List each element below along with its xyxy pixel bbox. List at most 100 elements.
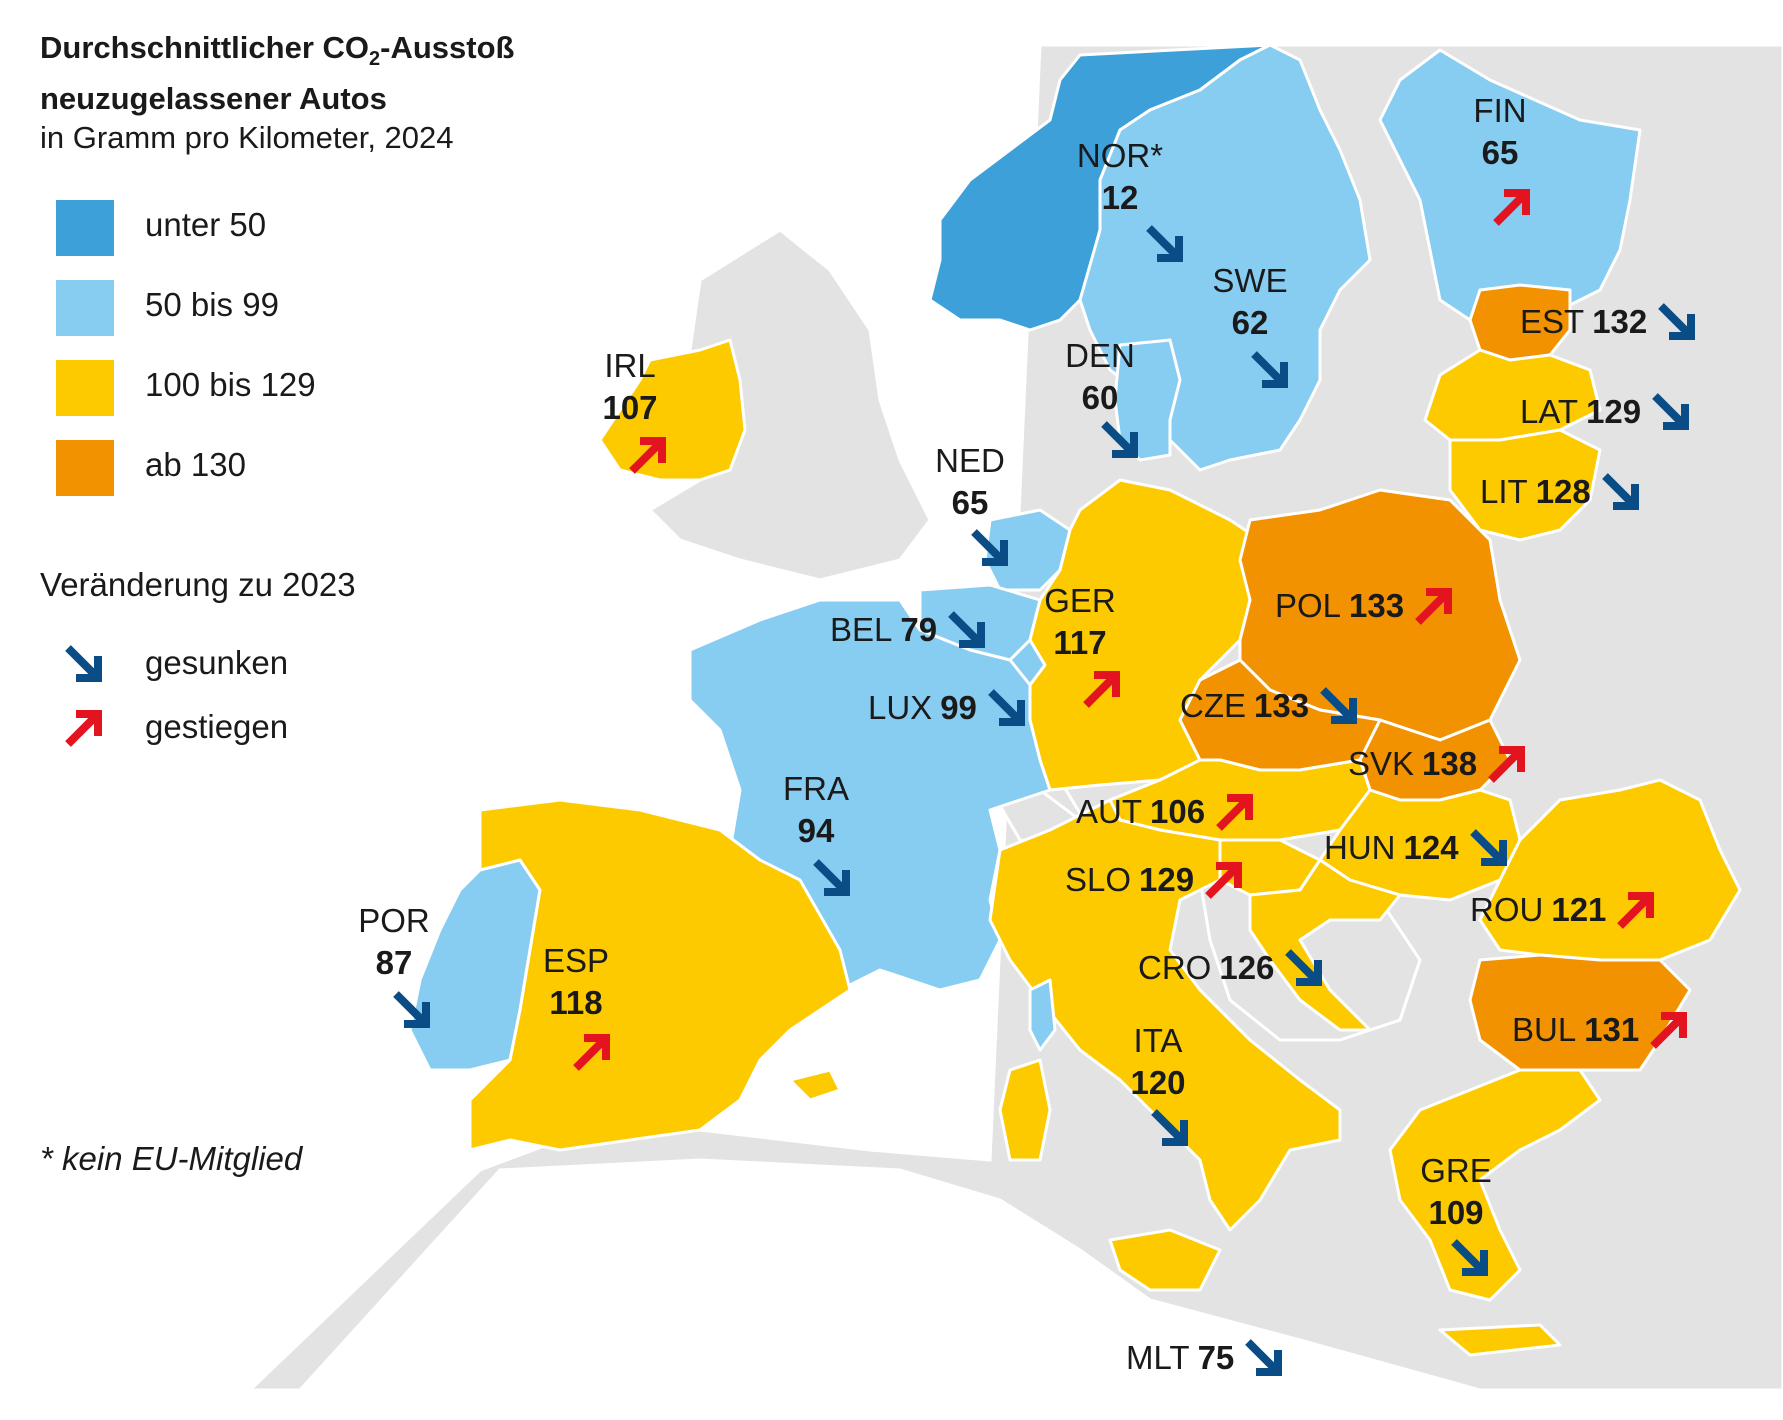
sicily: [1108, 1228, 1222, 1292]
country-code: SVK: [1348, 745, 1415, 782]
country-cro: [1248, 858, 1402, 1032]
change-arrow: [1080, 667, 1124, 716]
change-arrow: [1490, 185, 1534, 234]
country-label: POL 133: [1275, 584, 1456, 628]
country-code: MLT: [1126, 1339, 1190, 1376]
country-code: POL: [1275, 587, 1342, 624]
arrow-down-right-icon: [1251, 351, 1288, 388]
country-label: GRE 109: [1396, 1150, 1516, 1234]
country-label: DEN 60: [1040, 335, 1160, 419]
arrow-up-right-icon: [1493, 189, 1530, 226]
country-label: SVK 138: [1348, 742, 1529, 786]
country-label: EST 132: [1520, 300, 1699, 344]
legend-swatch: [56, 440, 114, 496]
country-code: SWE: [1212, 262, 1288, 299]
arrow-up-right-icon: [1216, 794, 1254, 831]
country-value: 133: [1349, 587, 1405, 624]
legend-item: [56, 440, 114, 496]
legend-item: [56, 280, 114, 336]
change-arrow: [626, 433, 670, 482]
change-arrow: [1248, 348, 1292, 397]
country-code: SLO: [1065, 861, 1132, 898]
footnote: * kein EU-Mitglied: [40, 1140, 303, 1177]
arrow-up-right-icon: [629, 437, 666, 474]
country-value: 106: [1150, 793, 1206, 830]
country-lat: [1423, 348, 1602, 442]
country-gre: [1388, 1068, 1602, 1302]
country-esp: [468, 798, 852, 1152]
country-code: EST: [1520, 303, 1585, 340]
country-value: 132: [1592, 303, 1648, 340]
change-legend-arrow: [62, 642, 106, 691]
country-value: 79: [900, 611, 938, 648]
sardinia: [998, 1058, 1052, 1162]
legend-item: [56, 360, 114, 416]
country-label: LIT 128: [1480, 470, 1643, 514]
legend-label: 100 bis 129: [145, 366, 316, 403]
country-value: 124: [1403, 829, 1459, 866]
country-code: POR: [358, 902, 430, 939]
change-legend-arrow: [62, 706, 106, 755]
country-label: BUL 131: [1512, 1008, 1691, 1052]
country-code: ROU: [1470, 891, 1544, 928]
country-value: 62: [1231, 304, 1269, 341]
country-code: ESP: [542, 942, 610, 979]
country-value: 118: [549, 984, 603, 1021]
country-value: 120: [1130, 1064, 1186, 1101]
country-irl: [598, 338, 747, 482]
country-label: HUN 124: [1324, 826, 1511, 870]
country-label: FRA 94: [756, 768, 876, 852]
country-label: ROU 121: [1470, 888, 1658, 932]
country-code: ITA: [1133, 1022, 1183, 1059]
country-code: CZE: [1180, 687, 1246, 724]
country-label: CRO 126: [1138, 946, 1326, 990]
country-value: 65: [951, 484, 989, 521]
country-label: IRL 107: [570, 345, 690, 429]
country-value: 121: [1551, 891, 1607, 928]
map-title: Durchschnittlicher CO2-Ausstoß neuzugela…: [40, 30, 515, 117]
country-code: BEL: [830, 611, 893, 648]
country-label: FIN 65: [1440, 90, 1560, 174]
arrow-down-right-icon: [971, 529, 1008, 566]
change-arrow: [968, 526, 1012, 575]
country-value: 99: [940, 689, 977, 726]
country-code: DEN: [1065, 337, 1135, 374]
crete: [1438, 1323, 1562, 1357]
change-arrow: [1098, 418, 1142, 467]
arrow-down-right-icon: [813, 859, 850, 896]
arrow-down-right-icon: [988, 689, 1025, 726]
country-value: 128: [1535, 473, 1591, 510]
country-label: POR 87: [334, 900, 454, 984]
balearics: [788, 1068, 842, 1102]
arrow-up-right-icon: [573, 1034, 610, 1071]
country-ita: [988, 798, 1342, 1232]
country-value: 94: [797, 812, 835, 849]
country-value: 87: [375, 944, 413, 981]
country-value: 75: [1197, 1339, 1235, 1376]
arrow-down-right-icon: [1151, 1109, 1188, 1146]
arrow-down-right-icon: [1320, 687, 1358, 724]
country-code: NED: [935, 442, 1005, 479]
map-subtitle: in Gramm pro Kilometer, 2024: [40, 120, 454, 155]
country-label: LAT 129: [1520, 390, 1693, 434]
legend-label: ab 130: [145, 446, 246, 483]
arrow-down-right-icon: [393, 991, 430, 1028]
country-value: 65: [1481, 134, 1519, 171]
country-code: FRA: [783, 770, 849, 807]
change-legend-label: gestiegen: [145, 708, 289, 745]
country-label: BEL 79: [830, 608, 989, 652]
arrow-up-right-icon: [1617, 892, 1655, 929]
country-ger: [1028, 478, 1262, 792]
country-den: [1113, 338, 1182, 462]
country-code: LIT: [1480, 473, 1528, 510]
arrow-down-right-icon: [1285, 949, 1323, 986]
change-arrow: [390, 988, 434, 1037]
arrow-down-right-icon: [1245, 1339, 1283, 1376]
arrow-down-right-icon: [1101, 421, 1138, 458]
change-legend-title: Veränderung zu 2023: [40, 566, 356, 603]
change-arrow: [570, 1030, 614, 1079]
country-label: MLT 75: [1126, 1336, 1286, 1380]
arrow-down-right-icon: [65, 645, 102, 682]
arrow-up-right-icon: [1083, 671, 1120, 708]
country-value: 126: [1219, 949, 1275, 986]
